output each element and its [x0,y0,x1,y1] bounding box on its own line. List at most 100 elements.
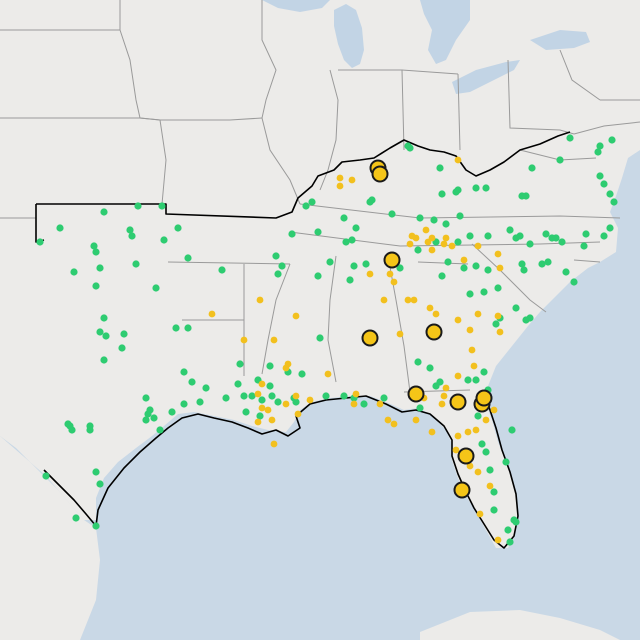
map-marker-yellow[interactable] [208,310,216,318]
map-marker-green[interactable] [316,334,324,342]
map-marker-green[interactable] [92,468,100,476]
map-marker-yellow[interactable] [454,432,462,440]
map-marker-green[interactable] [482,448,490,456]
map-marker-green[interactable] [396,264,404,272]
map-marker-yellow[interactable] [476,510,484,518]
map-marker-green[interactable] [542,230,550,238]
map-marker-green[interactable] [438,190,446,198]
map-marker-green[interactable] [100,314,108,322]
map-marker-green[interactable] [102,332,110,340]
map-marker-green[interactable] [508,426,516,434]
map-marker-green[interactable] [538,260,546,268]
map-marker-green[interactable] [414,246,422,254]
map-marker-green[interactable] [526,240,534,248]
map-marker-yellow[interactable] [240,336,248,344]
map-marker-green[interactable] [452,188,460,196]
map-marker-yellow[interactable] [494,312,502,320]
map-marker-green[interactable] [594,148,602,156]
map-marker-yellow[interactable] [464,428,472,436]
map-marker-yellow[interactable] [440,240,448,248]
map-marker-yellow[interactable] [258,380,266,388]
map-marker-green[interactable] [566,134,574,142]
map-marker-yellow[interactable] [474,242,482,250]
map-marker-green[interactable] [218,266,226,274]
map-marker-green[interactable] [444,258,452,266]
map-marker-yellow[interactable] [396,330,404,338]
map-marker-yellow[interactable] [466,326,474,334]
map-marker-green[interactable] [144,410,152,418]
map-marker-green[interactable] [464,376,472,384]
map-marker-yellow[interactable] [428,234,436,242]
map-marker-yellow[interactable] [448,242,456,250]
map-marker-green[interactable] [360,400,368,408]
map-marker-green[interactable] [322,392,330,400]
map-marker-green[interactable] [346,276,354,284]
map-marker-green[interactable] [596,142,604,150]
map-marker-yellow[interactable] [452,446,460,454]
map-marker-green[interactable] [368,196,376,204]
map-marker-green[interactable] [478,440,486,448]
map-marker-green[interactable] [90,242,98,250]
map-marker-green[interactable] [528,164,536,172]
map-marker-green[interactable] [158,202,166,210]
map-marker-green[interactable] [502,458,510,466]
map-marker-green[interactable] [504,526,512,534]
map-marker-large[interactable] [453,481,471,499]
map-marker-green[interactable] [152,284,160,292]
map-marker-green[interactable] [142,416,150,424]
map-marker-green[interactable] [490,506,498,514]
map-marker-green[interactable] [326,258,334,266]
map-marker-yellow[interactable] [336,174,344,182]
map-marker-green[interactable] [350,262,358,270]
map-marker-green[interactable] [460,264,468,272]
map-marker-green[interactable] [248,392,256,400]
map-marker-green[interactable] [256,412,264,420]
map-marker-yellow[interactable] [422,226,430,234]
map-marker-yellow[interactable] [254,390,262,398]
map-marker-green[interactable] [150,414,158,422]
map-marker-yellow[interactable] [466,462,474,470]
map-marker-green[interactable] [474,412,482,420]
map-marker-green[interactable] [202,384,210,392]
map-marker-green[interactable] [120,330,128,338]
map-marker-green[interactable] [188,378,196,386]
map-marker-yellow[interactable] [324,370,332,378]
map-marker-green[interactable] [388,210,396,218]
map-marker-green[interactable] [342,238,350,246]
map-marker-green[interactable] [118,344,126,352]
map-marker-green[interactable] [266,382,274,390]
map-marker-yellow[interactable] [348,176,356,184]
map-marker-green[interactable] [582,230,590,238]
map-marker-green[interactable] [526,314,534,322]
map-marker-green[interactable] [362,260,370,268]
map-marker-green[interactable] [480,368,488,376]
map-marker-yellow[interactable] [350,400,358,408]
map-marker-green[interactable] [156,426,164,434]
map-marker-green[interactable] [36,238,44,246]
map-marker-green[interactable] [242,408,250,416]
map-marker-yellow[interactable] [282,364,290,372]
map-marker-yellow[interactable] [390,278,398,286]
map-marker-yellow[interactable] [472,426,480,434]
map-marker-green[interactable] [606,190,614,198]
map-marker-green[interactable] [414,358,422,366]
map-marker-yellow[interactable] [412,416,420,424]
map-marker-green[interactable] [600,232,608,240]
map-marker-green[interactable] [266,362,274,370]
map-marker-green[interactable] [466,290,474,298]
map-marker-green[interactable] [558,238,566,246]
map-marker-green[interactable] [70,268,78,276]
map-marker-green[interactable] [42,472,50,480]
map-marker-large[interactable] [371,165,389,183]
map-marker-green[interactable] [482,184,490,192]
map-marker-yellow[interactable] [406,240,414,248]
map-marker-yellow[interactable] [428,246,436,254]
map-marker-green[interactable] [258,396,266,404]
map-marker-green[interactable] [100,208,108,216]
map-marker-yellow[interactable] [442,234,450,242]
map-marker-yellow[interactable] [408,232,416,240]
map-marker-green[interactable] [506,538,514,546]
map-marker-green[interactable] [292,398,300,406]
map-marker-green[interactable] [518,260,526,268]
map-marker-large[interactable] [457,447,475,465]
